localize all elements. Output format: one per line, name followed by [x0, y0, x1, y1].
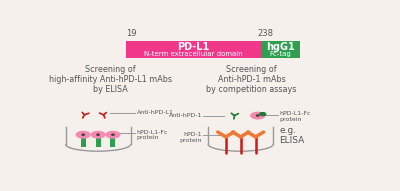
Text: by ELISA: by ELISA [93, 85, 128, 94]
Text: hPD-L1-Fc
protein: hPD-L1-Fc protein [279, 111, 311, 122]
Text: Anti-hPD-1 mAbs: Anti-hPD-1 mAbs [218, 75, 285, 84]
Text: Anti-hPD-1: Anti-hPD-1 [168, 113, 202, 118]
Text: Screening of: Screening of [226, 65, 277, 74]
Bar [110, 135, 116, 147]
Circle shape [112, 134, 114, 135]
Circle shape [76, 131, 90, 138]
Text: 238: 238 [258, 29, 274, 38]
Circle shape [97, 134, 99, 135]
Text: hPD-1
protein: hPD-1 protein [179, 132, 202, 143]
Circle shape [256, 115, 259, 116]
Text: by competition assays: by competition assays [206, 85, 297, 94]
Text: hgG1: hgG1 [266, 42, 294, 52]
Circle shape [106, 131, 120, 138]
Bar [261, 41, 300, 58]
Text: e.g.
ELISA: e.g. ELISA [279, 126, 305, 145]
Circle shape [91, 131, 105, 138]
Text: Screening of: Screening of [85, 65, 136, 74]
Bar [126, 41, 261, 58]
Text: high-affinity Anti-hPD-L1 mAbs: high-affinity Anti-hPD-L1 mAbs [49, 75, 172, 84]
Text: hPD-L1-Fc
protein: hPD-L1-Fc protein [137, 129, 168, 140]
Text: N-term extracellular domain: N-term extracellular domain [144, 51, 243, 57]
Text: PD-L1: PD-L1 [177, 42, 210, 52]
Circle shape [251, 112, 264, 119]
Circle shape [82, 134, 84, 135]
Bar [96, 135, 100, 147]
Text: Anti-hPD-L1: Anti-hPD-L1 [137, 110, 174, 115]
Bar [81, 135, 86, 147]
Text: 19: 19 [126, 29, 136, 38]
Text: Fc-tag: Fc-tag [269, 51, 291, 57]
Circle shape [260, 113, 266, 116]
